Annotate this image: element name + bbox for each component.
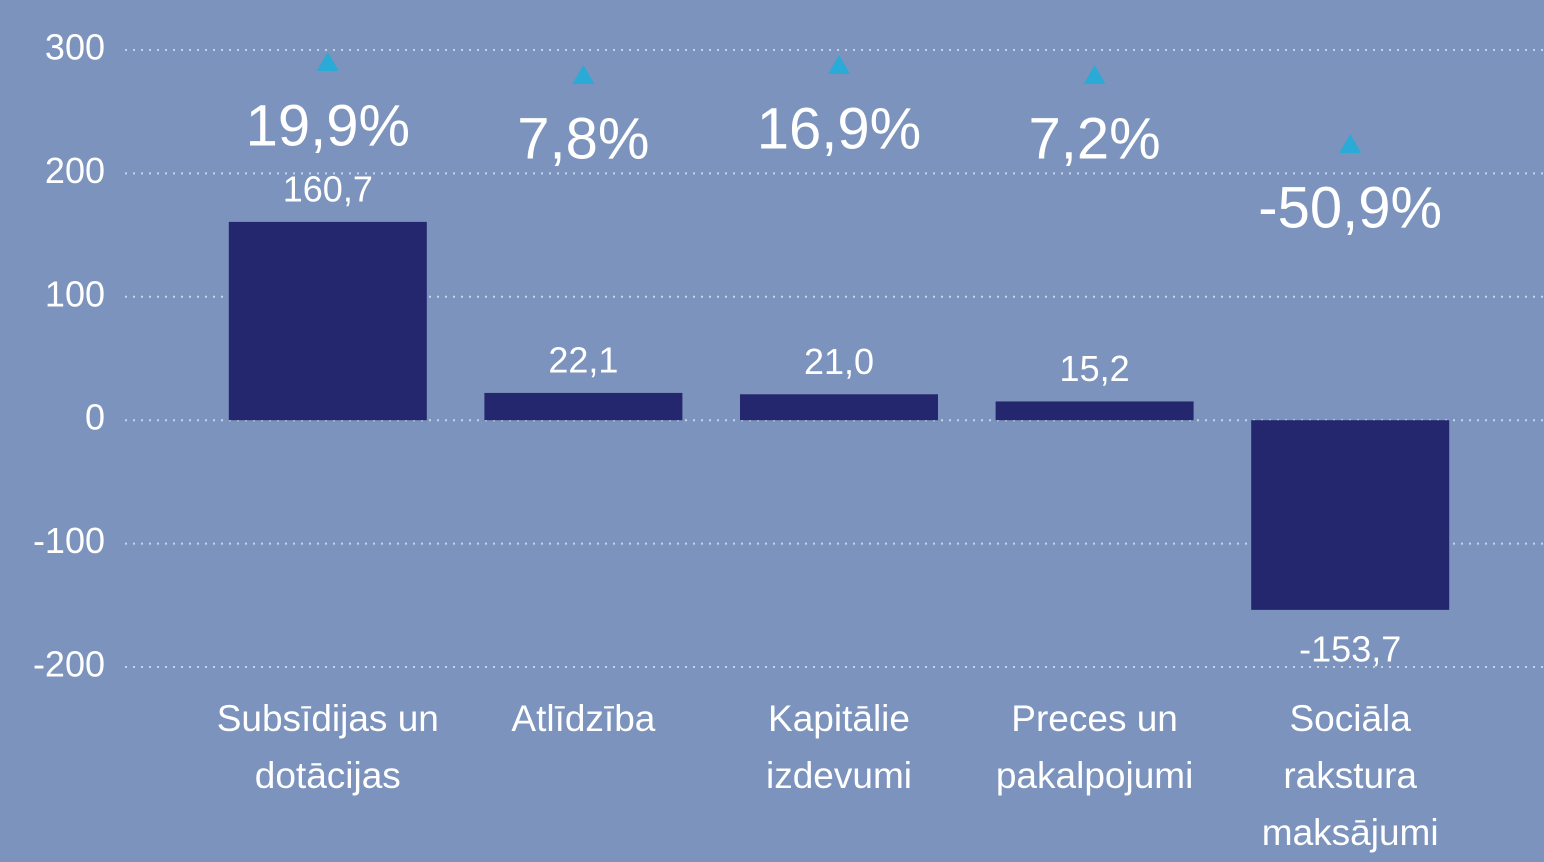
- x-tick-label: Preces un pakalpojumi: [995, 698, 1194, 796]
- change-label: -50,9%: [1258, 175, 1442, 240]
- bar: [1251, 420, 1450, 610]
- x-tick-label: Sociāla rakstura maksājumi: [1261, 698, 1439, 853]
- change-arrow: [572, 65, 595, 84]
- value-label: 22,1: [548, 339, 618, 380]
- y-tick-label: 100: [45, 273, 105, 314]
- value-label: 160,7: [283, 168, 373, 209]
- y-tick-label: -200: [33, 644, 105, 685]
- x-tick-label-box: Subsīdijas un dotācijas: [216, 698, 439, 796]
- value-label: -153,7: [1299, 628, 1401, 669]
- x-tick-label-box: Preces un pakalpojumi: [995, 698, 1194, 796]
- y-tick-label: 200: [45, 150, 105, 191]
- bar: [484, 392, 683, 421]
- change-arrow: [828, 55, 850, 74]
- value-label: 21,0: [804, 341, 874, 382]
- y-tick-label: 0: [85, 397, 105, 438]
- x-tick-label-box: Sociāla rakstura maksājumi: [1261, 698, 1439, 853]
- change-arrow: [1083, 65, 1106, 84]
- change-label: 7,2%: [1028, 106, 1160, 171]
- x-tick-label: Subsīdijas un dotācijas: [216, 698, 439, 796]
- change-label: 7,8%: [517, 106, 649, 171]
- value-label: 15,2: [1060, 348, 1130, 389]
- x-tick-label-box: Atlīdzība: [511, 698, 656, 739]
- x-tick-label: Kapitālie izdevumi: [766, 698, 912, 796]
- bar: [740, 394, 938, 421]
- y-tick-label: -100: [33, 520, 105, 561]
- x-tick-label: Atlīdzība: [511, 698, 656, 739]
- change-arrow: [1339, 134, 1362, 153]
- y-tick-label: 300: [45, 27, 105, 68]
- change-arrow: [316, 52, 339, 71]
- bar: [995, 401, 1194, 421]
- change-label: 19,9%: [246, 93, 410, 158]
- x-tick-label-box: Kapitālie izdevumi: [766, 698, 912, 796]
- change-label: 16,9%: [757, 96, 921, 161]
- bar: [228, 221, 427, 421]
